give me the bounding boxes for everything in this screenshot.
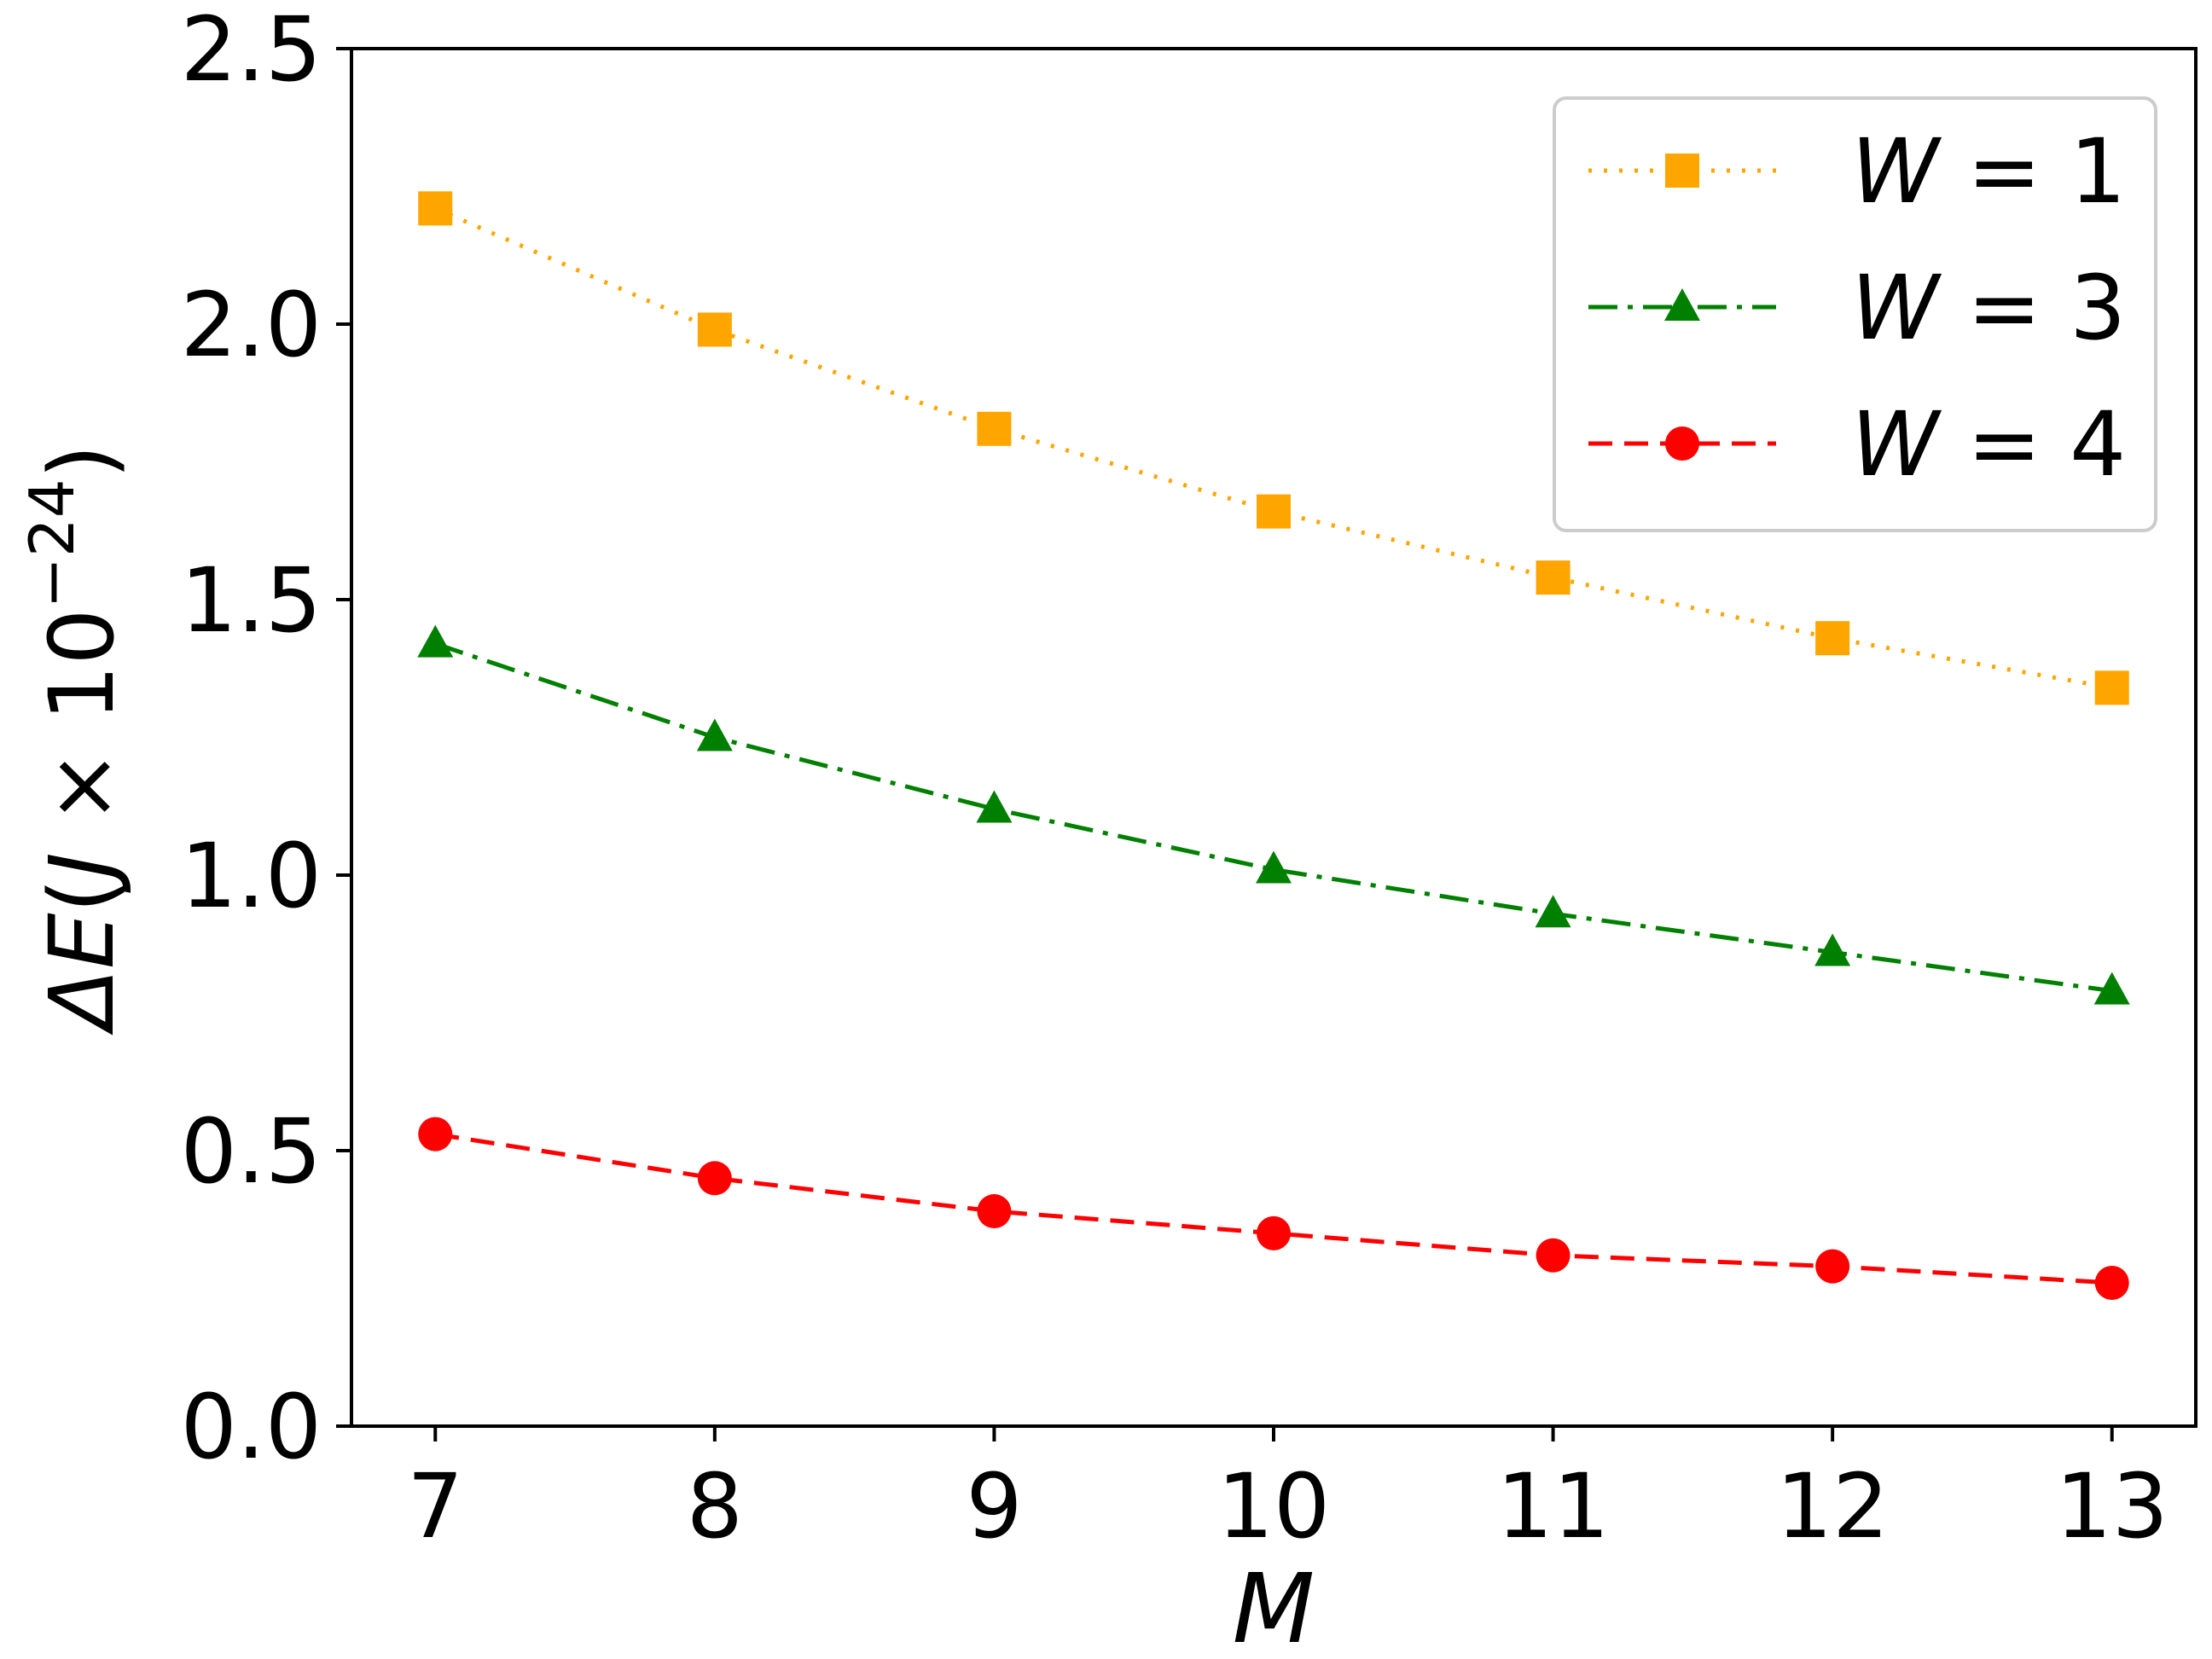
data-point <box>977 1194 1012 1229</box>
y-tick-label: 2.0 <box>181 273 322 377</box>
data-point <box>418 191 453 226</box>
data-point <box>1256 850 1292 884</box>
axis-ticks: 7 8 9 10 11 12 13 0.0 0.5 1.0 1.5 2.0 2.5 <box>181 0 2168 1558</box>
legend-label-variable: W <box>1851 119 1942 223</box>
legend-label-value: = 3 <box>1939 256 2126 360</box>
data-point <box>696 718 733 751</box>
legend-marker <box>1664 288 1700 321</box>
data-point <box>1536 1238 1570 1273</box>
legend-entry: W = 1 <box>1588 119 2126 223</box>
data-point <box>1814 933 1851 966</box>
x-tick-label: 11 <box>1496 1454 1609 1558</box>
data-point <box>417 624 454 658</box>
y-tick-label: 0.0 <box>181 1375 322 1479</box>
legend-label: W = 1 <box>1851 119 2126 223</box>
data-point <box>2094 1266 2129 1301</box>
legend-label-value: = 4 <box>1939 392 2126 496</box>
data-point <box>1815 621 1850 656</box>
legend-entry: W = 3 <box>1588 256 2126 360</box>
x-tick-label: 7 <box>407 1454 463 1558</box>
legend-marker <box>1665 426 1699 461</box>
legend-label: W = 3 <box>1851 256 2126 360</box>
y-tick-label: 1.0 <box>181 824 322 928</box>
legend-label-variable: W <box>1851 256 1942 360</box>
data-point <box>697 1161 732 1196</box>
y-axis-label-open: ( <box>30 879 134 914</box>
legend-label-value: = 1 <box>1939 119 2126 223</box>
legend-label-variable: W <box>1851 392 1942 496</box>
series-w-4 <box>418 1117 2129 1301</box>
x-tick-label: 8 <box>687 1454 743 1558</box>
x-tick-label: 9 <box>966 1454 1022 1558</box>
data-point <box>1535 895 1571 928</box>
legend-frame <box>1553 96 2157 532</box>
series-w-1 <box>418 191 2129 705</box>
x-tick-label: 10 <box>1217 1454 1330 1558</box>
y-axis-label-delta: ΔE <box>30 913 134 1035</box>
x-axis-label: M <box>1233 1554 1315 1659</box>
data-point <box>1536 560 1570 595</box>
legend-label: W = 4 <box>1851 392 2126 496</box>
data-point <box>2093 972 2130 1005</box>
data-point <box>977 411 1012 446</box>
legend: W = 1W = 3W = 4 <box>1553 96 2157 532</box>
legend-entries: W = 1W = 3W = 4 <box>1588 119 2126 496</box>
data-point <box>1257 494 1291 529</box>
legend-marker <box>1665 154 1699 188</box>
data-point <box>2094 670 2129 705</box>
y-axis-label-exponent: −24 <box>16 479 88 608</box>
y-axis-label-times: × 10 <box>30 608 134 852</box>
legend-entry: W = 4 <box>1588 392 2126 496</box>
y-axis-label: ΔE(J × 10−24) <box>16 444 134 1035</box>
x-tick-label: 13 <box>2056 1454 2168 1558</box>
series-w-3 <box>417 624 2130 1005</box>
data-point <box>697 312 732 347</box>
plot-area-frame <box>350 47 2197 1428</box>
data-point <box>1815 1249 1850 1284</box>
y-tick-label: 1.5 <box>181 548 322 653</box>
data-point <box>976 790 1013 823</box>
series-layer <box>417 191 2130 1301</box>
x-tick-label: 12 <box>1776 1454 1889 1558</box>
y-tick-label: 0.5 <box>181 1099 322 1204</box>
y-axis-label-close: ) <box>30 444 134 479</box>
data-point <box>1257 1215 1291 1250</box>
y-tick-label: 2.5 <box>181 0 322 102</box>
data-point <box>418 1117 453 1151</box>
